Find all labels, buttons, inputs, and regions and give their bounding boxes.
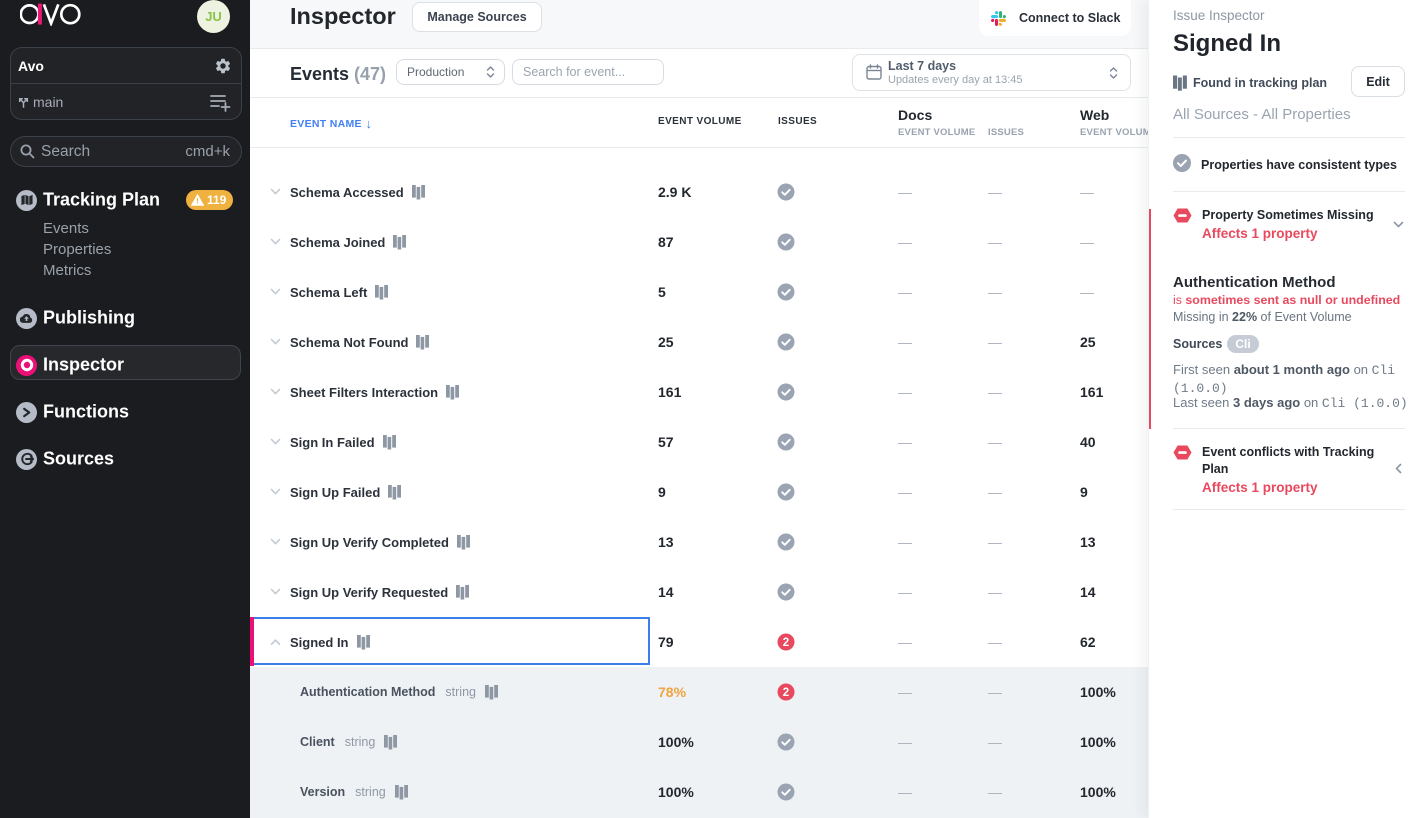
svg-text:2: 2 xyxy=(783,687,789,699)
svg-text:2: 2 xyxy=(783,637,789,649)
